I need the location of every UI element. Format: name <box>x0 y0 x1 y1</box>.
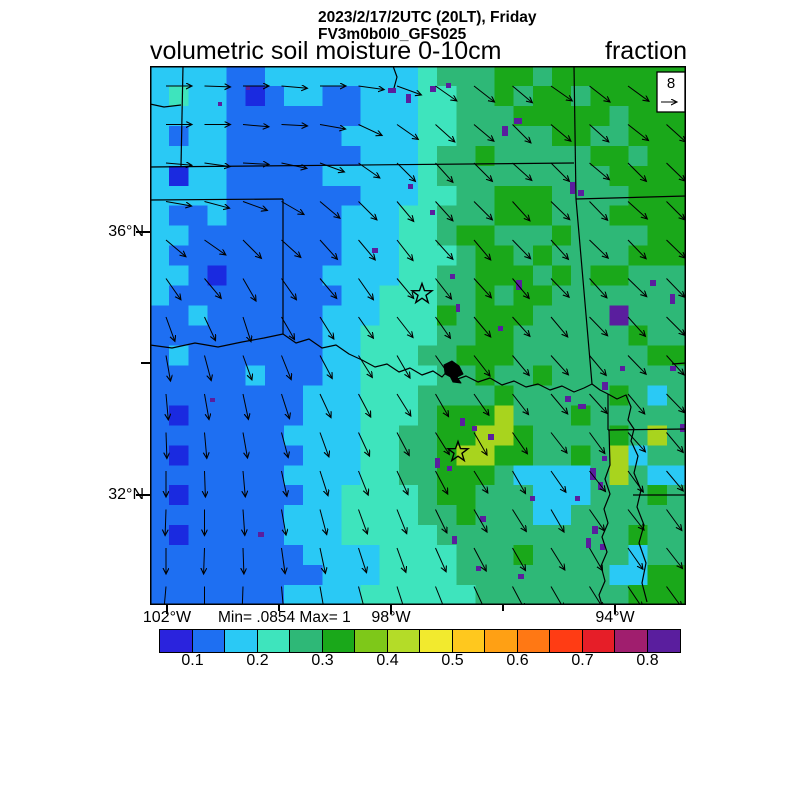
model-name-title: FV3m0b0l0_GFS025 <box>318 26 467 43</box>
saturated-water-pixels <box>210 83 685 579</box>
kansas-missouri <box>573 66 577 200</box>
location-star-markers <box>409 281 471 463</box>
field-minmax-annotation: Min= .0854 Max= 1 <box>218 609 351 626</box>
colorbar-segment <box>485 630 518 652</box>
colorado-kansas <box>180 66 184 167</box>
lon-tick-102w <box>166 605 168 614</box>
colorbar-segment <box>257 630 290 652</box>
oklahoma-arkansas <box>575 198 593 385</box>
colorbar-tick-label: 0.7 <box>571 652 594 669</box>
colorbar-segment <box>322 630 355 652</box>
lon-label-102w: 102°W <box>142 609 192 626</box>
lat-label-32n: 32°N <box>108 486 144 503</box>
red-river-louisiana <box>607 393 648 603</box>
colorbar-tick-label: 0.2 <box>246 652 269 669</box>
units-title: fraction <box>605 37 687 65</box>
lat-tick-36n <box>136 231 150 233</box>
variable-title: volumetric soil moisture 0-10cm <box>150 37 502 65</box>
colorbar-tick-label: 0.4 <box>376 652 399 669</box>
colorbar-segment <box>420 630 453 652</box>
arkansas-louisiana <box>607 428 686 431</box>
missouri-arkansas <box>575 195 686 200</box>
texas-panhandle-north <box>150 198 284 201</box>
colorbar-segment <box>355 630 388 652</box>
colorbar-tick-label: 0.3 <box>311 652 334 669</box>
state-borders-and-rivers <box>150 66 686 605</box>
lat-label-36n: 36°N <box>108 223 144 240</box>
colorbar-tick-label: 0.5 <box>441 652 464 669</box>
colorbar-segment <box>290 630 323 652</box>
colorbar-segment <box>160 630 193 652</box>
lat-tick-32n <box>136 494 150 496</box>
lon-tick-100w-minor <box>278 605 280 611</box>
arkansas-river-colorado <box>150 103 182 108</box>
arkansas-river-kansas <box>392 66 398 89</box>
colorbar-segment <box>452 630 485 652</box>
colorbar-segment <box>615 630 648 652</box>
colorbar-segment <box>192 630 225 652</box>
soil-moisture-map: 8 <box>150 66 686 605</box>
colorbar-tick-label: 0.6 <box>506 652 529 669</box>
reference-vector-box: 8 <box>656 71 686 113</box>
valid-time-title: 2023/2/17/2UTC (20LT), Friday <box>318 9 537 26</box>
lon-tick-98w <box>390 605 392 614</box>
colorbar <box>159 629 681 653</box>
colorbar-segment <box>647 630 680 652</box>
star-marker <box>409 281 435 305</box>
moisture-fill-grid <box>150 66 686 605</box>
lat-tick-34n-minor <box>141 362 150 364</box>
red-river <box>150 333 609 395</box>
colorbar-tick-label: 0.1 <box>181 652 204 669</box>
map-frame <box>150 66 686 605</box>
lon-tick-96w-minor <box>502 605 504 611</box>
lon-label-98w: 98°W <box>371 609 411 626</box>
lon-tick-94w <box>614 605 616 614</box>
plot-title-row: volumetric soil moisture 0-10cm fraction <box>150 37 687 65</box>
colorbar-segment <box>517 630 550 652</box>
colorbar-segment <box>225 630 258 652</box>
colorbar-segment <box>387 630 420 652</box>
star-marker <box>445 439 471 463</box>
colorbar-segment <box>582 630 615 652</box>
colorbar-segment <box>550 630 583 652</box>
reference-vector-value: 8 <box>667 75 675 92</box>
colorbar-tick-label: 0.8 <box>636 652 659 669</box>
colorbar-tick-labels: 0.1 0.2 0.3 0.4 0.5 0.6 0.7 0.8 <box>159 652 681 672</box>
wind-vectors <box>164 86 686 605</box>
lon-label-94w: 94°W <box>595 609 635 626</box>
